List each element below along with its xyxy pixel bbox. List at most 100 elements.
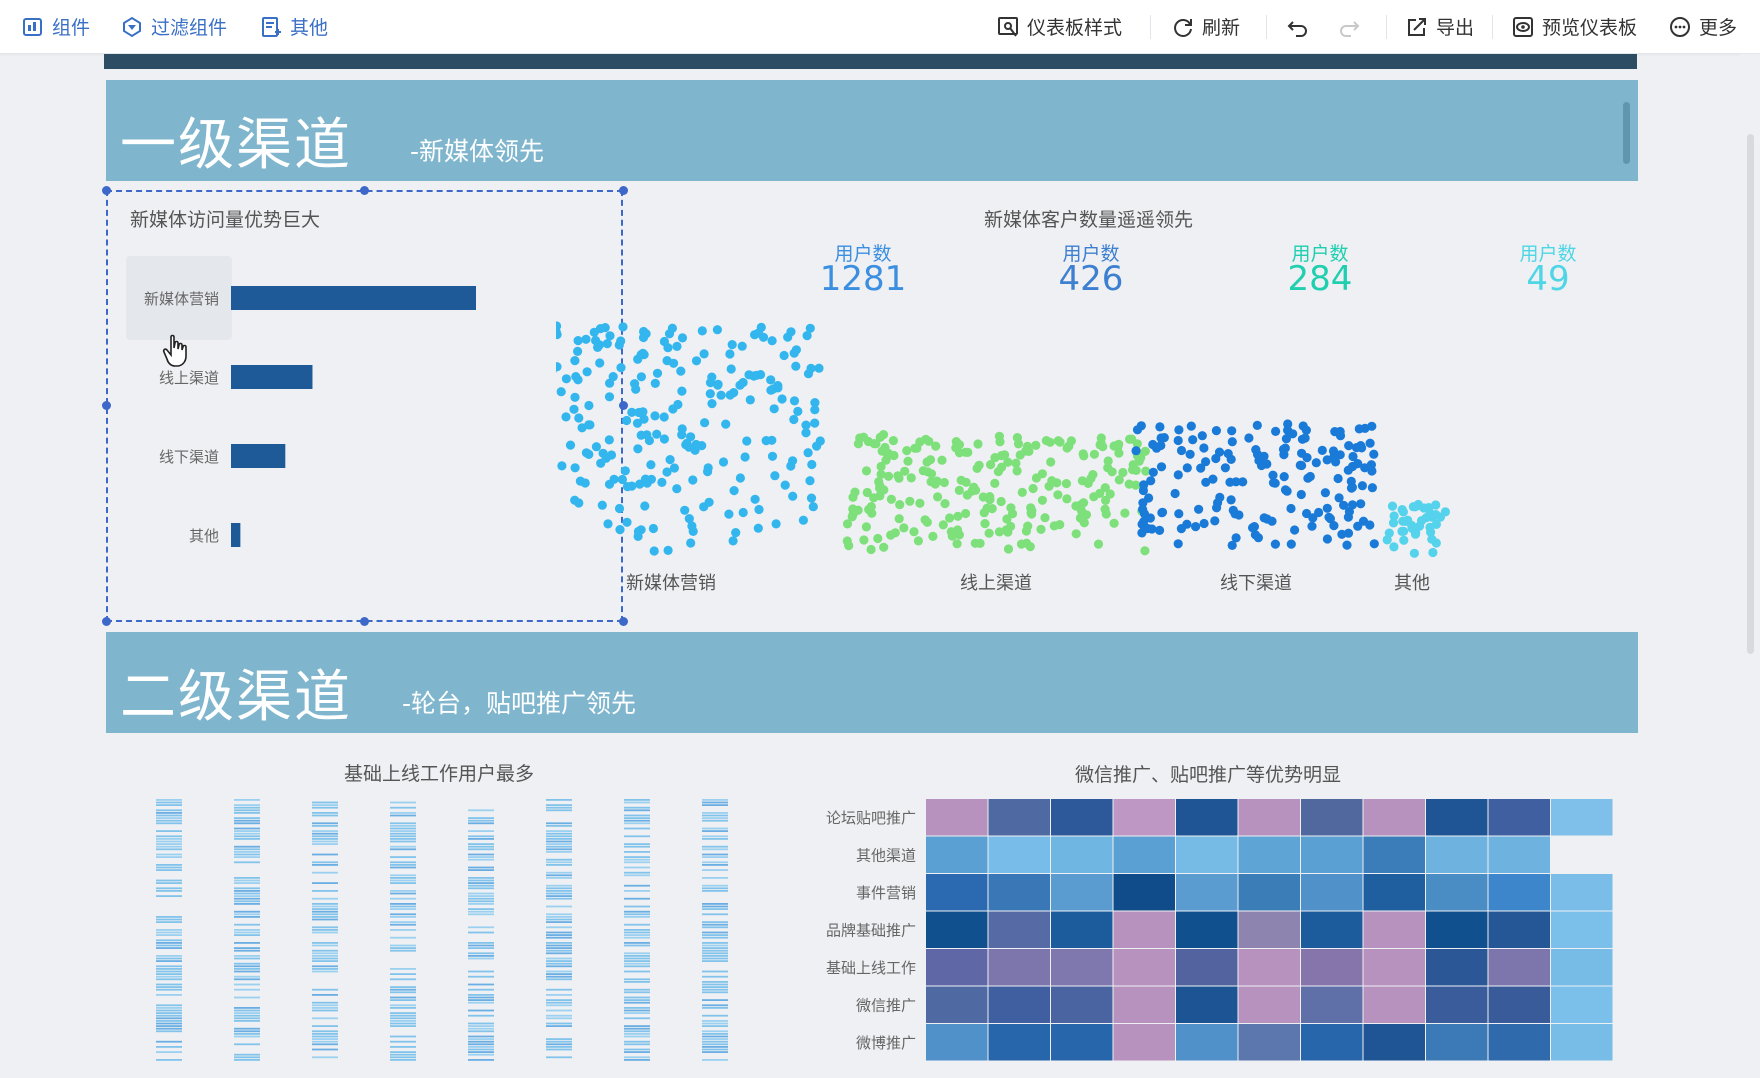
scatter-point[interactable] — [1156, 440, 1166, 451]
scatter-point[interactable] — [1185, 449, 1195, 459]
scatter-point[interactable] — [1201, 457, 1211, 467]
scatter-point[interactable] — [1389, 511, 1399, 521]
scatter-point[interactable] — [691, 356, 702, 366]
scatter-point[interactable] — [705, 378, 716, 388]
scatter-point[interactable] — [688, 475, 698, 485]
strip-chart[interactable] — [140, 799, 740, 1069]
heatmap-cell[interactable] — [1238, 911, 1301, 949]
scatter-point[interactable] — [672, 484, 682, 494]
scatter-point[interactable] — [1176, 524, 1186, 534]
scatter-point[interactable] — [640, 474, 651, 484]
scatter-point[interactable] — [724, 509, 734, 519]
scatter-point[interactable] — [1157, 508, 1167, 518]
scatter-point[interactable] — [1339, 500, 1349, 510]
scatter-point[interactable] — [1174, 425, 1184, 435]
scatter-point[interactable] — [1131, 446, 1141, 456]
selection-frame[interactable] — [106, 190, 623, 622]
scatter-point[interactable] — [1199, 518, 1209, 529]
scatter-point[interactable] — [1124, 479, 1134, 489]
scatter-point[interactable] — [1270, 478, 1280, 488]
scatter-point[interactable] — [1286, 503, 1296, 514]
scatter-point[interactable] — [793, 406, 803, 416]
scatter-point[interactable] — [1146, 476, 1156, 486]
scatter-point[interactable] — [803, 448, 813, 458]
scatter-point[interactable] — [750, 330, 760, 340]
strip-column[interactable] — [546, 799, 572, 1059]
scatter-point[interactable] — [742, 436, 752, 446]
scatter-point[interactable] — [915, 498, 925, 508]
scatter-point[interactable] — [1021, 526, 1031, 536]
heatmap-cell[interactable] — [988, 986, 1051, 1024]
scatter-point[interactable] — [1156, 462, 1167, 472]
scatter-point[interactable] — [1397, 526, 1407, 536]
scatter-point[interactable] — [622, 517, 632, 527]
scatter-point[interactable] — [1031, 440, 1041, 450]
scatter-point[interactable] — [1011, 458, 1021, 468]
scatter-point[interactable] — [1125, 434, 1135, 444]
scatter-point[interactable] — [691, 439, 701, 450]
scatter-point[interactable] — [801, 420, 811, 430]
heatmap-cell[interactable] — [926, 911, 988, 949]
scatter-point[interactable] — [673, 399, 683, 410]
scatter-point[interactable] — [791, 345, 801, 355]
scatter-point[interactable] — [1147, 524, 1157, 534]
scatter-point[interactable] — [738, 507, 748, 518]
scatter-point[interactable] — [642, 430, 652, 440]
scatter-point[interactable] — [1227, 437, 1237, 447]
scatter-point[interactable] — [1228, 505, 1238, 515]
scatter-point[interactable] — [1100, 483, 1110, 493]
scatter-point[interactable] — [699, 349, 709, 359]
scatter-point[interactable] — [1078, 449, 1088, 459]
scatter-point[interactable] — [1191, 522, 1201, 532]
scatter-point[interactable] — [1131, 465, 1141, 475]
scatter-point[interactable] — [899, 523, 909, 533]
preview-dashboard-button[interactable]: 预览仪表板 — [1512, 0, 1637, 53]
scatter-point[interactable] — [1002, 514, 1012, 524]
scatter-point[interactable] — [1399, 535, 1409, 545]
scatter-point[interactable] — [584, 449, 594, 459]
scatter-point[interactable] — [728, 536, 738, 546]
scatter-point[interactable] — [1101, 495, 1111, 505]
heatmap-cell[interactable] — [1426, 911, 1488, 949]
heatmap-cell[interactable] — [1113, 1024, 1176, 1061]
scatter-point[interactable] — [1012, 466, 1022, 476]
heatmap-cell[interactable] — [1176, 911, 1238, 949]
scatter-point[interactable] — [1041, 436, 1051, 446]
resize-handle[interactable] — [619, 186, 628, 195]
scatter-point[interactable] — [1022, 441, 1033, 451]
heatmap-cell[interactable] — [1051, 911, 1113, 949]
scatter-point[interactable] — [1295, 460, 1305, 470]
scatter-point[interactable] — [669, 358, 679, 368]
scatter-point[interactable] — [1017, 487, 1027, 497]
section1-banner[interactable]: 一级渠道 -新媒体领先 — [106, 80, 1638, 181]
scatter-point[interactable] — [1098, 442, 1108, 452]
heatmap-cell[interactable] — [1426, 799, 1488, 836]
scatter-point[interactable] — [886, 530, 896, 540]
heatmap-cell[interactable] — [1051, 874, 1113, 911]
heatmap-cell[interactable] — [1301, 949, 1363, 986]
scatter-point[interactable] — [789, 414, 799, 425]
scatter-point[interactable] — [1343, 528, 1354, 538]
scatter-point[interactable] — [1174, 509, 1184, 519]
scatter-point[interactable] — [716, 390, 726, 400]
scatter-point[interactable] — [1286, 539, 1296, 549]
scatter-point[interactable] — [1307, 521, 1317, 531]
scatter-chart[interactable]: 新媒体营销 线上渠道 线下渠道 其他 — [556, 234, 1626, 614]
scatter-point[interactable] — [1003, 457, 1013, 467]
heatmap-cell[interactable] — [1363, 986, 1426, 1024]
scatter-point[interactable] — [616, 363, 626, 373]
scatter-point[interactable] — [1047, 476, 1057, 486]
bar[interactable] — [231, 523, 241, 547]
scatter-point[interactable] — [718, 457, 729, 467]
scatter-point[interactable] — [1037, 495, 1047, 505]
heatmap-cell[interactable] — [1426, 1024, 1488, 1061]
scatter-point[interactable] — [777, 394, 787, 404]
heatmap-cell[interactable] — [1301, 874, 1363, 911]
scatter-point[interactable] — [873, 533, 883, 544]
heatmap-cell[interactable] — [1176, 799, 1238, 836]
scatter-point[interactable] — [1088, 470, 1098, 480]
scatter-point[interactable] — [697, 326, 707, 336]
scatter-point[interactable] — [1303, 473, 1313, 483]
scatter-point[interactable] — [1440, 507, 1450, 517]
